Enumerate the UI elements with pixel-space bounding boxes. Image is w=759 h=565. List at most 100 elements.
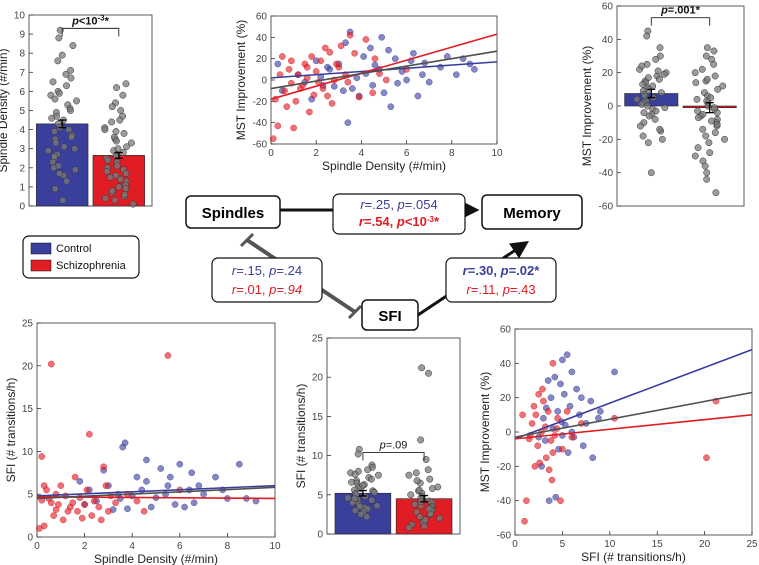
mst-bar-point [710, 60, 718, 68]
mst-vs-sfi-xtick-label: 20 [699, 539, 711, 550]
sfi-bar-point [415, 486, 423, 494]
sfi-vs-spindle-ytick-label: 20 [22, 361, 34, 372]
sfi-vs-spindle-point-schizophrenia [100, 463, 107, 471]
sfi-bar-point [424, 466, 432, 474]
mst-bar-point [710, 104, 718, 112]
mst-vs-spindle-ytick-label: 40 [256, 33, 268, 44]
spindle-bar-ytick-label: 6 [19, 87, 25, 98]
sfi-bar-point [420, 522, 428, 530]
mst-bar-point [644, 139, 652, 147]
spindle-bar-point [73, 97, 80, 105]
mst-vs-sfi-ytick-label: 20 [500, 393, 512, 404]
mst-vs-spindle-fit-all [270, 50, 498, 90]
spindle-bar-point [69, 42, 77, 50]
mst-vs-spindle-point-control [385, 46, 392, 54]
mst-vs-sfi-point-control [554, 408, 562, 415]
spindle-bar-point [58, 51, 66, 59]
mst-vs-spindle-point-schizophrenia [319, 85, 327, 92]
mst-vs-spindle-point-schizophrenia [333, 60, 340, 68]
memory-label: Memory [503, 205, 561, 222]
mst-vs-sfi-point-control [559, 356, 566, 364]
sfi-vs-spindle-point-control [133, 473, 141, 481]
sfi-bar-point [364, 466, 371, 474]
mst-vs-sfi-point-control [551, 373, 559, 381]
mst-vs-sfi-point-schizophrenia [554, 414, 562, 422]
spindle-bar-point [101, 126, 109, 134]
sfi-vs-spindle-point-control [147, 503, 155, 511]
spindle-bar-point [112, 128, 120, 135]
mst-bar-ytick-label: 60 [602, 2, 614, 13]
mst-vs-spindle-ytick-label: -60 [253, 140, 268, 151]
mst-vs-spindle-point-control [367, 44, 374, 52]
spindle-bar-point [103, 168, 111, 176]
mst-vs-sfi-point-schizophrenia [532, 411, 540, 419]
sfi-bar-point [367, 475, 375, 483]
mst-vs-sfi-point-schizophrenia [536, 459, 543, 467]
memory-box [481, 194, 583, 230]
mst-vs-sfi-point-schizophrenia [557, 497, 564, 505]
spindle-bar-point [60, 143, 68, 151]
legend-box [22, 235, 140, 279]
spindle-bar-significance-bracket [61, 27, 120, 37]
stat-control-sfi-memory: r=.30, p=.02* [463, 263, 541, 278]
sfi-bar-ylabel: SFI (# transitions/h) [294, 384, 308, 489]
spindle-bar-point [101, 194, 109, 202]
mst-bar-significance-bracket [650, 17, 711, 26]
mst-bar-point [702, 52, 710, 60]
mst-vs-spindle-point-control [414, 92, 422, 100]
sfi-vs-spindle-point-schizophrenia [90, 497, 98, 505]
mst-vs-sfi-point-schizophrenia [549, 359, 557, 367]
mst-bar-ytick-label: -60 [599, 202, 614, 213]
mst-vs-spindle-ylabel: MST Improvement (%) [234, 20, 248, 140]
mst-vs-spindle-xtick-label: 6 [404, 148, 410, 159]
mst-vs-spindle-ytick-label: -40 [253, 118, 268, 129]
spindle-bar-point [71, 166, 79, 174]
mst-vs-spindle-point-control [344, 119, 352, 127]
mst-bar-point [645, 112, 653, 120]
mst-bar-point [647, 169, 655, 177]
sfi-vs-spindle-point-schizophrenia [71, 473, 79, 481]
spindle-bar-point [113, 137, 120, 145]
sfi-label: SFI [378, 308, 401, 325]
mst-vs-spindle-xtick-label: 8 [449, 148, 455, 159]
sfi-vs-spindle-point-schizophrenia [57, 482, 65, 489]
mst-vs-sfi-point-control [568, 368, 576, 376]
spindle-bar-point [50, 152, 58, 160]
mst-vs-sfi-fit-all [514, 391, 753, 438]
mst-vs-sfi-point-schizophrenia [519, 411, 526, 419]
sfi-vs-spindle-xtick-label: 0 [34, 541, 40, 552]
spindle-bar-point [129, 200, 137, 208]
mst-vs-sfi-point-control [566, 402, 574, 410]
sfi-vs-spindle-point-control [76, 478, 84, 485]
sfi-bar-point [354, 450, 362, 458]
mst-vs-spindle-point-control [425, 78, 433, 86]
stat-control-spindles-sfi: r=.15, p=.24 [232, 263, 302, 278]
mst-bar-point [692, 79, 700, 87]
sfi-vs-spindle-frame [36, 322, 276, 538]
mst-vs-spindle-point-control [369, 81, 377, 89]
sfi-bar-point [359, 481, 367, 489]
spindle-bar-point [113, 84, 120, 92]
sfi-vs-spindle-point-control [171, 501, 179, 508]
sfi-vs-spindle-point-schizophrenia [38, 453, 46, 460]
mst-vs-sfi-point-schizophrenia [544, 408, 552, 415]
mst-bar-point [639, 80, 647, 88]
mst-vs-sfi-point-control [587, 397, 595, 405]
spindle-bar-point [67, 66, 75, 74]
spindles-label: Spindles [202, 205, 265, 222]
mst-vs-spindle-point-control [403, 76, 410, 84]
sfi-vs-spindle-ytick-label: 0 [27, 533, 33, 544]
spindle-bar-point [120, 129, 128, 137]
flow-diagram: Spindles Memory SFI r=.25, p=.054 r=.54,… [185, 193, 583, 331]
stat-schizo-sfi-memory: r=.11, p=.43 [466, 282, 535, 297]
sfi-vs-spindle-point-schizophrenia [43, 486, 50, 494]
sfi-bar-ytick-label: 25 [312, 334, 324, 345]
mst-vs-spindle-point-control [471, 65, 478, 73]
mst-vs-sfi-frame [514, 328, 753, 536]
mst-bar-ylabel: MST Improvement (%) [580, 46, 594, 166]
mst-vs-spindle-point-schizophrenia [371, 55, 379, 63]
spindle-bar-point [108, 103, 116, 111]
sfi-bar-point [356, 503, 364, 511]
link-bar-spindles [239, 232, 255, 248]
